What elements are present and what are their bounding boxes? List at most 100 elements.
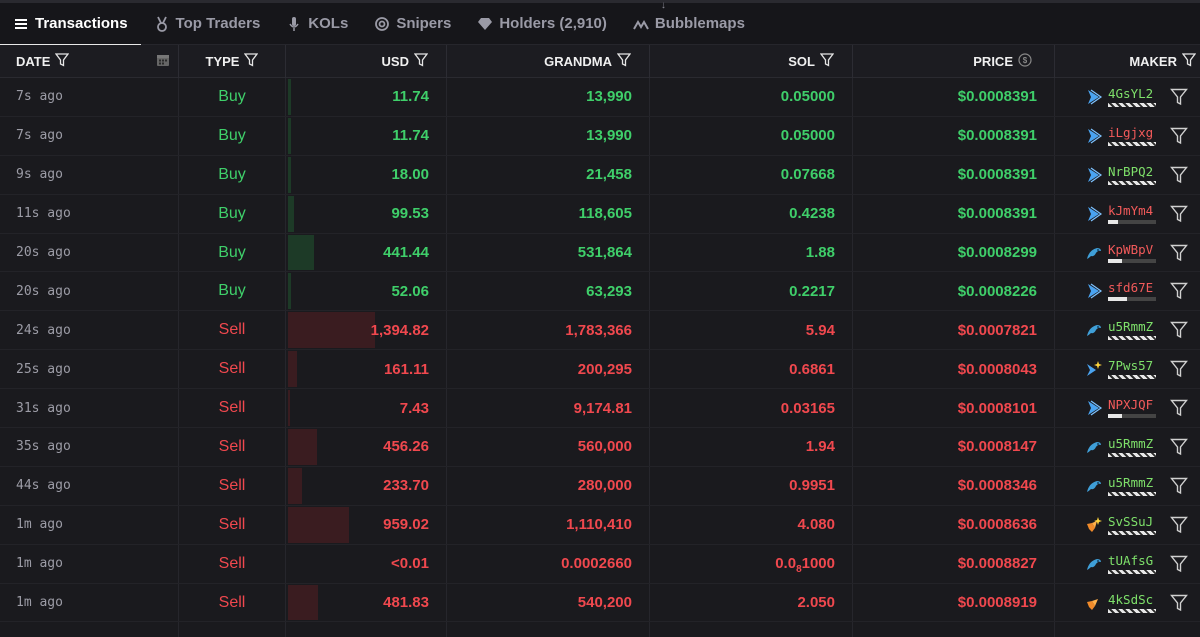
filter-icon[interactable] bbox=[1170, 127, 1188, 145]
maker-holding-bar bbox=[1108, 180, 1156, 185]
sol-value: 0.6861 bbox=[789, 360, 835, 378]
usd-cell: 456.26 bbox=[286, 428, 447, 466]
maker-cell[interactable]: NrBPQ2 bbox=[1055, 156, 1200, 194]
filter-icon[interactable] bbox=[819, 53, 835, 70]
table-row[interactable]: 1m ago Sell 481.83 540,200 2.050 $0.0008919 4k… bbox=[0, 583, 1200, 623]
grandma-value: 9,174.81 bbox=[573, 399, 632, 417]
maker-cell[interactable]: 7Pws57 bbox=[1055, 350, 1200, 388]
maker-cell[interactable]: u5RmmZ bbox=[1055, 311, 1200, 349]
maker-cell[interactable]: u5RmmZ bbox=[1055, 428, 1200, 466]
grandma-value: 0.0002660 bbox=[561, 555, 632, 573]
maker-cell[interactable]: SvSSuJ bbox=[1055, 506, 1200, 544]
tab-transactions[interactable]: Transactions bbox=[0, 3, 141, 46]
header-maker: MAKER bbox=[1055, 45, 1200, 78]
table-row[interactable]: 7s ago Buy 11.74 13,990 0.05000 $0.0008391 iLg… bbox=[0, 116, 1200, 156]
sol-cell: 0.05000 bbox=[650, 78, 853, 116]
maker-address[interactable]: kJmYm4 bbox=[1108, 202, 1154, 218]
table-row[interactable]: 11s ago Buy 99.53 118,605 0.4238 $0.0008391 kJ… bbox=[0, 194, 1200, 234]
dollar-circle-icon[interactable]: $ bbox=[1018, 53, 1032, 70]
date-cell: 31s ago bbox=[0, 389, 179, 428]
tab-top-traders[interactable]: Top Traders bbox=[141, 3, 274, 45]
table-row[interactable]: 20s ago Buy 441.44 531,864 1.88 $0.0008299 KpW… bbox=[0, 233, 1200, 273]
usd-value: 7.43 bbox=[399, 399, 429, 417]
maker-cell[interactable]: tUAfsG bbox=[1055, 545, 1200, 583]
maker-address[interactable]: u5RmmZ bbox=[1108, 474, 1154, 490]
filter-icon[interactable] bbox=[1170, 205, 1188, 223]
maker-cell[interactable]: NPXJQF bbox=[1055, 389, 1200, 427]
filter-icon[interactable] bbox=[1170, 438, 1188, 456]
filter-icon[interactable] bbox=[55, 53, 70, 70]
usd-volume-bar bbox=[288, 584, 318, 621]
filter-icon[interactable] bbox=[413, 53, 429, 70]
maker-info: sfd67E bbox=[1108, 280, 1157, 302]
maker-address[interactable]: 4kSdSc bbox=[1108, 591, 1154, 607]
filter-icon[interactable] bbox=[616, 53, 632, 70]
calendar-icon[interactable] bbox=[156, 53, 170, 70]
maker-cell[interactable]: 4GsYL2 bbox=[1055, 78, 1200, 116]
tab-label: Snipers bbox=[396, 15, 452, 32]
filter-icon[interactable] bbox=[1170, 555, 1188, 573]
table-row[interactable]: 20s ago Buy 52.06 63,293 0.2217 $0.0008226 sfd… bbox=[0, 272, 1200, 312]
maker-address[interactable]: NPXJQF bbox=[1108, 397, 1154, 413]
maker-address[interactable]: u5RmmZ bbox=[1108, 319, 1154, 335]
header-type-label: TYPE bbox=[205, 54, 240, 69]
maker-address[interactable]: tUAfsG bbox=[1108, 552, 1154, 568]
sol-value: 4.080 bbox=[797, 516, 835, 534]
table-row[interactable]: 31s ago Sell 7.43 9,174.81 0.03165 $0.0008101… bbox=[0, 389, 1200, 429]
tab-snipers[interactable]: Snipers bbox=[361, 3, 464, 45]
filter-icon[interactable] bbox=[1170, 477, 1188, 495]
tab-bar: Transactions Top Traders KOLs Snipers Ho… bbox=[0, 0, 1200, 46]
bubblemaps-icon bbox=[633, 16, 649, 32]
maker-address[interactable]: 4GsYL2 bbox=[1108, 85, 1154, 101]
usd-volume-bar bbox=[288, 429, 317, 465]
table-row[interactable]: 1m ago Sell <0.01 0.0002660 0.081000 $0.00088… bbox=[0, 544, 1200, 584]
maker-cell[interactable]: KpWBpV bbox=[1055, 234, 1200, 272]
filter-icon[interactable] bbox=[1170, 321, 1188, 339]
table-row[interactable]: 25s ago Sell 161.11 200,295 0.6861 $0.0008043… bbox=[0, 350, 1200, 390]
date-cell: 1m ago bbox=[0, 583, 179, 622]
filter-icon[interactable] bbox=[1170, 594, 1188, 612]
grandma-cell: 540,200 bbox=[447, 583, 650, 622]
filter-icon[interactable] bbox=[1170, 360, 1188, 378]
table-row[interactable]: 7s ago Buy 11.74 13,990 0.05000 $0.0008391 4Gs… bbox=[0, 78, 1200, 117]
table-row[interactable]: 35s ago Sell 456.26 560,000 1.94 $0.0008147 u5… bbox=[0, 428, 1200, 467]
maker-cell[interactable]: iLgjxg bbox=[1055, 117, 1200, 155]
maker-cell[interactable]: 4kSdSc bbox=[1055, 584, 1200, 622]
date-cell: 20s ago bbox=[0, 272, 179, 311]
filter-icon[interactable] bbox=[1181, 53, 1197, 70]
maker-address[interactable]: iLgjxg bbox=[1108, 124, 1154, 140]
tab-holders[interactable]: Holders (2,910) bbox=[464, 3, 620, 45]
maker-cell[interactable]: kJmYm4 bbox=[1055, 195, 1200, 233]
maker-address[interactable]: SvSSuJ bbox=[1108, 513, 1154, 529]
filter-icon[interactable] bbox=[244, 53, 259, 70]
maker-cell[interactable]: u5RmmZ bbox=[1055, 467, 1200, 505]
table-row[interactable]: 9s ago Buy 18.00 21,458 0.07668 $0.0008391 NrB… bbox=[0, 155, 1200, 195]
tab-kols[interactable]: KOLs bbox=[273, 3, 361, 45]
filter-icon[interactable] bbox=[1170, 516, 1188, 534]
date-cell: 7s ago bbox=[0, 116, 179, 155]
date-cell: 44s ago bbox=[0, 466, 179, 505]
filter-icon[interactable] bbox=[1170, 282, 1188, 300]
table-row[interactable]: 24s ago Sell 1,394.82 1,783,366 5.94 $0.00078… bbox=[0, 311, 1200, 351]
grandma-cell: 560,000 bbox=[447, 428, 650, 466]
tab-bubblemaps[interactable]: ↓ Bubblemaps bbox=[620, 0, 758, 45]
maker-address[interactable]: KpWBpV bbox=[1108, 241, 1154, 257]
maker-address[interactable]: sfd67E bbox=[1108, 280, 1154, 296]
usd-value: 11.74 bbox=[392, 88, 429, 106]
maker-address[interactable]: NrBPQ2 bbox=[1108, 163, 1154, 179]
maker-cell[interactable]: sfd67E bbox=[1055, 272, 1200, 310]
filter-icon[interactable] bbox=[1170, 88, 1188, 106]
maker-address[interactable]: u5RmmZ bbox=[1108, 435, 1154, 451]
filter-icon[interactable] bbox=[1170, 399, 1188, 417]
type-cell: Sell bbox=[179, 583, 286, 622]
usd-cell: 959.02 bbox=[286, 505, 447, 544]
maker-holding-bar bbox=[1108, 414, 1156, 419]
table-row[interactable]: 1m ago Sell 959.02 1,110,410 4.080 $0.0008636… bbox=[0, 505, 1200, 545]
table-row[interactable]: 44s ago Sell 233.70 280,000 0.9951 $0.0008346… bbox=[0, 466, 1200, 506]
filter-icon[interactable] bbox=[1170, 166, 1188, 184]
grandma-value: 200,295 bbox=[577, 360, 632, 378]
filter-icon[interactable] bbox=[1170, 244, 1188, 262]
usd-volume-bar bbox=[288, 273, 291, 310]
grandma-value: 531,864 bbox=[577, 244, 632, 261]
maker-address[interactable]: 7Pws57 bbox=[1108, 358, 1154, 374]
